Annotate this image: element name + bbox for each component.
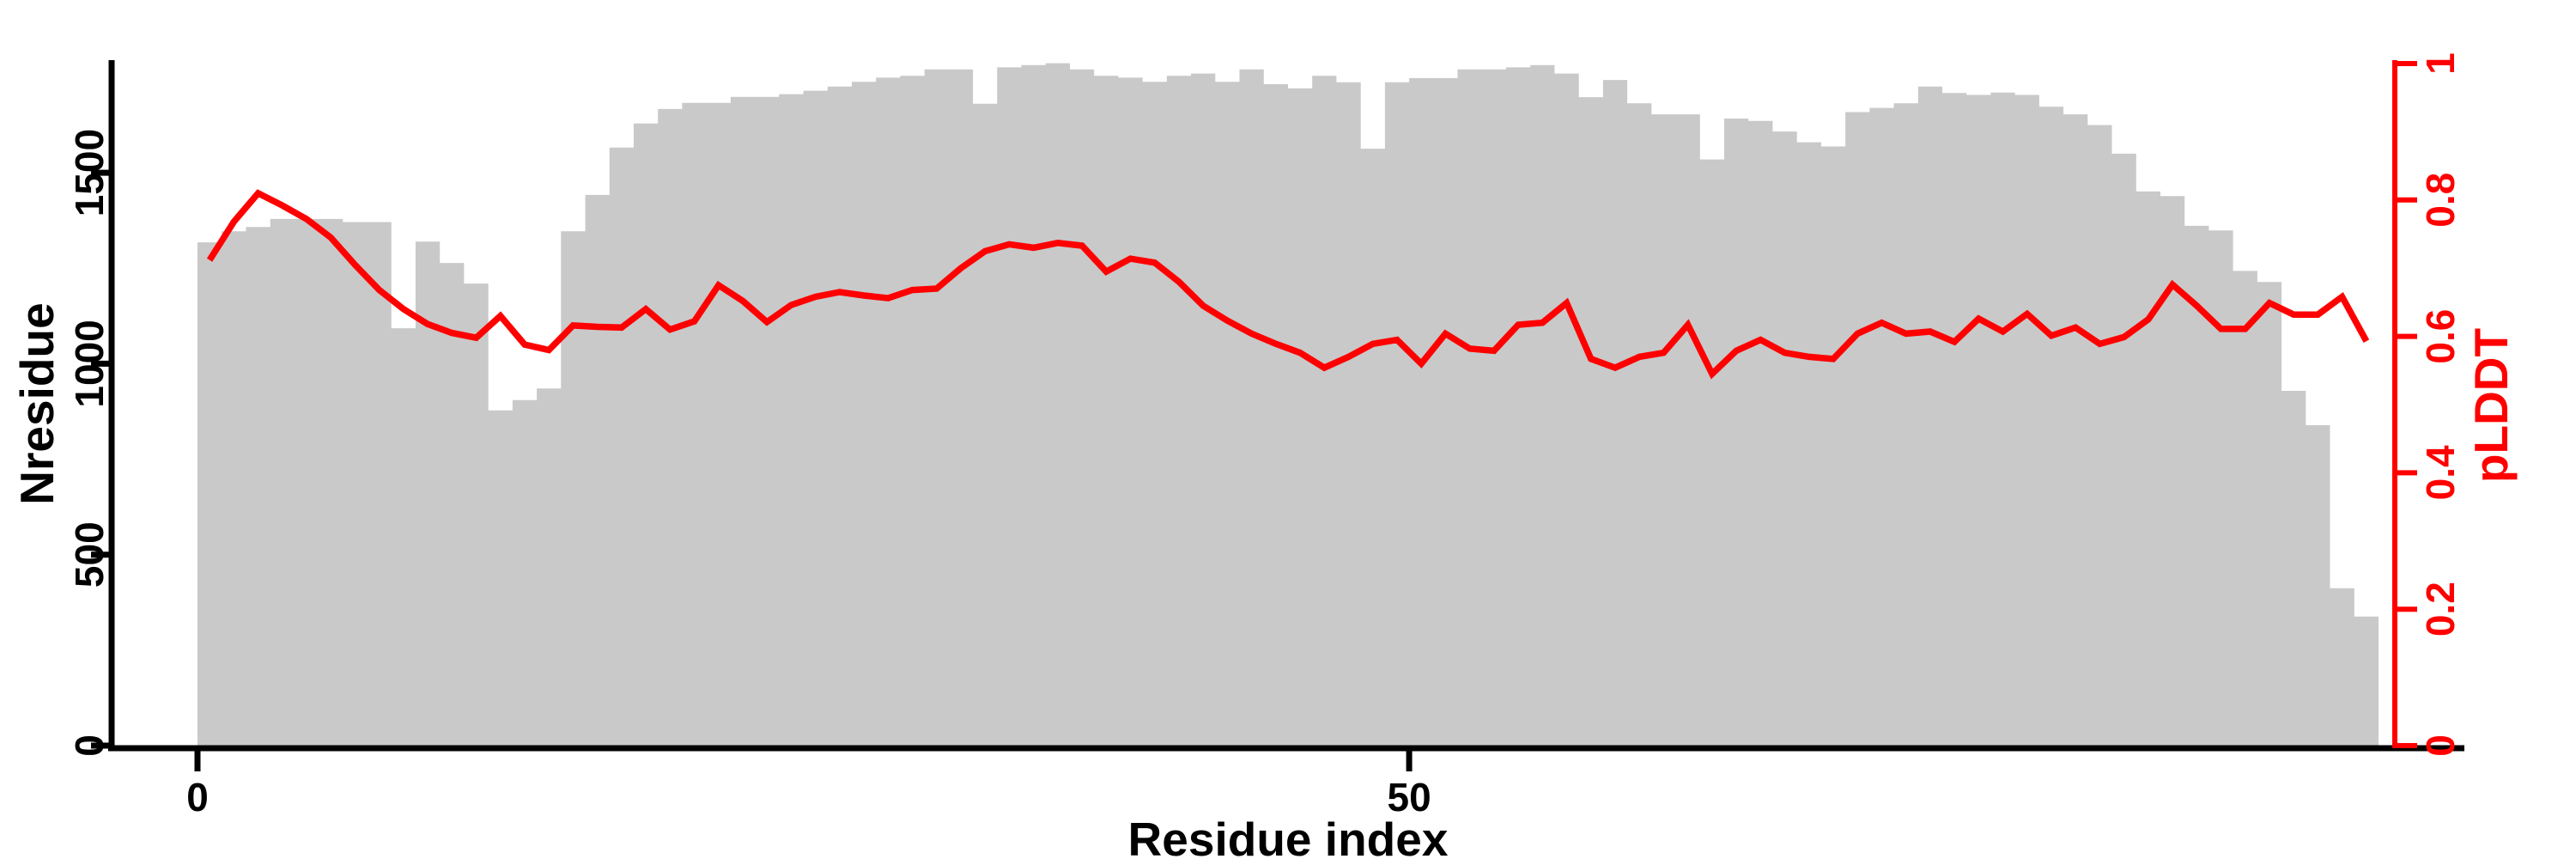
- left-axis-tick-label: 1500: [67, 129, 112, 216]
- plddt-line: [206, 189, 2370, 380]
- x-axis-tick-label: 50: [1388, 775, 1431, 819]
- left-axis-tick-label: 0: [67, 734, 112, 757]
- right-axis-title: pLDDT: [2464, 328, 2518, 483]
- right-axis-tick-label: 0.8: [2418, 173, 2463, 228]
- right-axis-tick-label: 0.4: [2418, 445, 2463, 500]
- right-axis-tick-label: 0.6: [2418, 309, 2463, 364]
- right-axis-tick-label: 0.2: [2418, 582, 2463, 637]
- right-axis-tick-label: 1: [2418, 52, 2463, 75]
- x-axis-tick-label: 0: [186, 775, 209, 819]
- left-axis-title: Nresidue: [10, 302, 64, 504]
- right-axis-tick-label: 0: [2418, 734, 2463, 757]
- left-axis-tick-label: 1000: [67, 320, 112, 407]
- plddt-line-path: [206, 189, 2370, 380]
- x-axis-title: Residue index: [1128, 813, 1449, 859]
- nresidue-bars: [197, 63, 2379, 746]
- nresidue-bar-area: [197, 63, 2379, 746]
- left-axis-tick-label: 500: [67, 521, 112, 588]
